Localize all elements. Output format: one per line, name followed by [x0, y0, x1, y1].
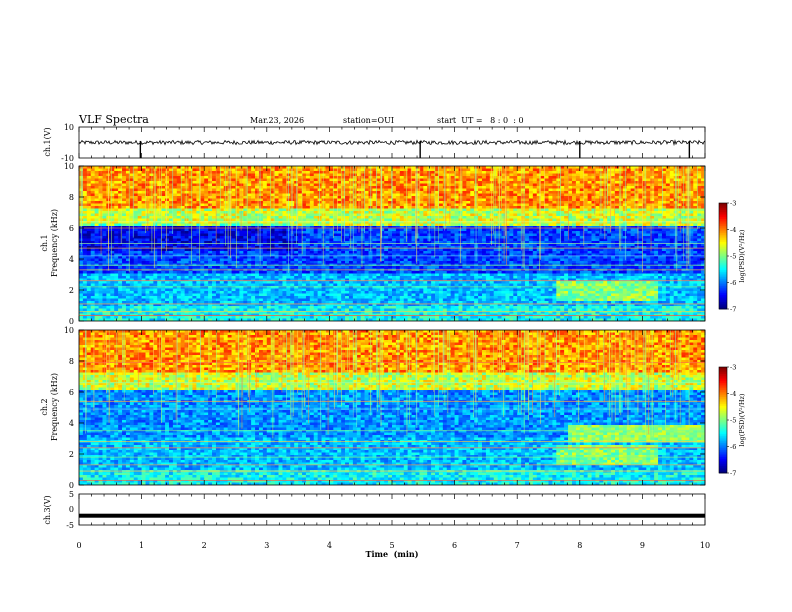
freq-tick-label: 8 — [69, 193, 74, 202]
freq-tick-label: 10 — [64, 326, 74, 335]
colorbar-tick-label: -6 — [730, 443, 736, 451]
ch1-spectrogram-image — [79, 166, 705, 321]
ch1-colorbar: -3 -4 -5 -6 -7 log(PSD)(V²/Hz) — [718, 200, 746, 314]
figure-title: VLF Spectra — [78, 113, 149, 126]
freq-tick-label: 0 — [69, 317, 74, 326]
time-tick-label: 4 — [327, 541, 332, 550]
colorbar-label: log(PSD)(V²/Hz) — [738, 393, 746, 446]
colorbar-tick-label: -7 — [730, 470, 736, 478]
freq-tick-label: 0 — [69, 481, 74, 490]
ch1-freq-ylabel-channel: ch.1 — [40, 234, 49, 251]
ch2-spectrogram-image — [79, 330, 705, 485]
colorbar-tick-label: -7 — [730, 306, 736, 314]
ch3-waveform-panel: 5 0 -5 ch.3(V) — [43, 490, 706, 530]
time-tick-label: 3 — [264, 541, 269, 550]
ch1-waveform-panel: 10 -10 ch.1(V) — [43, 123, 706, 163]
colorbar-tick-label: -6 — [730, 279, 736, 287]
time-tick-label: 6 — [452, 541, 457, 550]
ch2-colorbar: -3 -4 -5 -6 -7 log(PSD)(V²/Hz) — [718, 364, 746, 478]
colorbar-label: log(PSD)(V²/Hz) — [738, 229, 746, 282]
time-axis-ticks — [78, 127, 706, 525]
colorbar-tick-label: -5 — [730, 417, 736, 425]
ch3-ytick-mid: 0 — [69, 505, 74, 514]
time-tick-label: 10 — [700, 541, 710, 550]
ch3-trace — [79, 513, 705, 518]
time-tick-label: 0 — [76, 541, 81, 550]
ch1-ylabel: ch.1(V) — [43, 127, 52, 156]
ch1-trace — [78, 139, 706, 147]
start-time-label: start UT = 8 : 0 : 0 — [437, 116, 524, 125]
ch1-ytick-top: 10 — [64, 123, 74, 132]
time-tick-label: 5 — [389, 541, 394, 550]
time-tick-label: 1 — [139, 541, 144, 550]
ch1-spectrogram-panel: 0 2 4 6 8 10 ch.1 Frequency (kHz) -3 -4 -5 -6 -7 l… — [40, 162, 746, 326]
ch2-freq-ylabel-channel: ch.2 — [40, 398, 49, 415]
ch2-spectrogram-panel: 0 2 4 6 8 10 ch.2 Frequency (kHz) -3 -4 -5 -6 -7 l… — [40, 326, 746, 490]
ch1-freq-ylabel: Frequency (kHz) — [50, 209, 59, 277]
freq-tick-label: 2 — [69, 450, 74, 459]
station-label: station=OUI — [343, 116, 394, 125]
freq-tick-label: 4 — [69, 255, 74, 264]
ch3-ytick-top: 5 — [69, 490, 74, 499]
ch3-ylabel: ch.3(V) — [43, 495, 52, 524]
freq-tick-label: 2 — [69, 286, 74, 295]
colorbar-tick-label: -4 — [730, 390, 736, 398]
ch3-ytick-bottom: -5 — [66, 521, 74, 530]
time-tick-label: 8 — [577, 541, 582, 550]
ch1-ytick-bottom: -10 — [61, 154, 74, 163]
freq-tick-label: 4 — [69, 419, 74, 428]
time-tick-label: 9 — [640, 541, 645, 550]
freq-tick-label: 10 — [64, 162, 74, 171]
time-tick-label: 2 — [202, 541, 207, 550]
colorbar-tick-label: -3 — [730, 364, 736, 372]
colorbar-tick-label: -4 — [730, 226, 736, 234]
date-label: Mar.23, 2026 — [250, 116, 304, 125]
ch2-freq-ylabel: Frequency (kHz) — [50, 373, 59, 441]
freq-tick-label: 6 — [69, 388, 74, 397]
freq-tick-label: 6 — [69, 224, 74, 233]
time-tick-label: 7 — [515, 541, 520, 550]
colorbar-tick-label: -3 — [730, 200, 736, 208]
time-axis-title: Time (min) — [365, 549, 418, 559]
time-axis-labels: 0 1 2 3 4 5 6 7 8 9 10 — [76, 541, 710, 550]
freq-tick-label: 8 — [69, 357, 74, 366]
colorbar-tick-label: -5 — [730, 253, 736, 261]
